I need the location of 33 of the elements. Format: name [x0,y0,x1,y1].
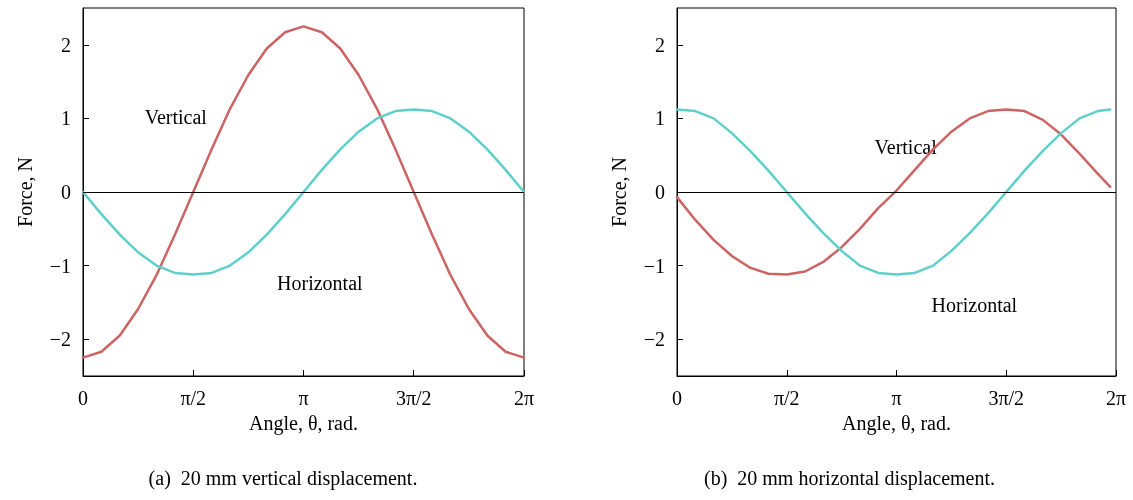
x-tick-label: 3π/2 [395,387,432,409]
line-series [675,108,1112,276]
x-tick-label: 2π [1105,387,1127,409]
y-tick-label: 1 [655,107,665,130]
y-tick-label: 0 [61,181,71,203]
y-tick-label: −1 [49,254,71,277]
x-tick-label: 3π/2 [988,387,1025,409]
y-tick-label: 1 [61,107,71,130]
y-axis-title: Force, N [14,157,36,227]
y-tick-label: −2 [49,328,71,351]
series-label: Vertical [874,135,938,158]
x-tick-label: 0 [78,387,88,409]
series-label: Vertical [144,106,208,129]
x-tick-label: π/2 [180,387,207,409]
line-series [81,108,526,276]
series-label: Horizontal [277,271,364,294]
x-tick-label: π [298,387,309,409]
x-tick-label: 0 [672,387,682,409]
text: (a) 20 mm vertical displacement. [148,467,418,490]
series-label: Horizontal [931,294,1018,317]
y-tick-label: 0 [655,181,665,203]
x-axis-title: Angle, θ, rad. [842,411,951,435]
y-tick-label: 2 [61,33,71,56]
y-tick-label: −2 [643,328,665,351]
x-tick-label: 2π [513,387,535,409]
x-tick-label: π [891,387,902,409]
x-axis-title: Angle, θ, rad. [249,411,358,435]
y-axis-title: Force, N [608,157,630,227]
y-tick-label: 2 [655,33,665,56]
text: (b) 20 mm horizontal displacement. [703,467,996,490]
line-series [81,25,526,359]
y-tick-label: −1 [643,254,665,277]
x-tick-label: π/2 [773,387,800,409]
